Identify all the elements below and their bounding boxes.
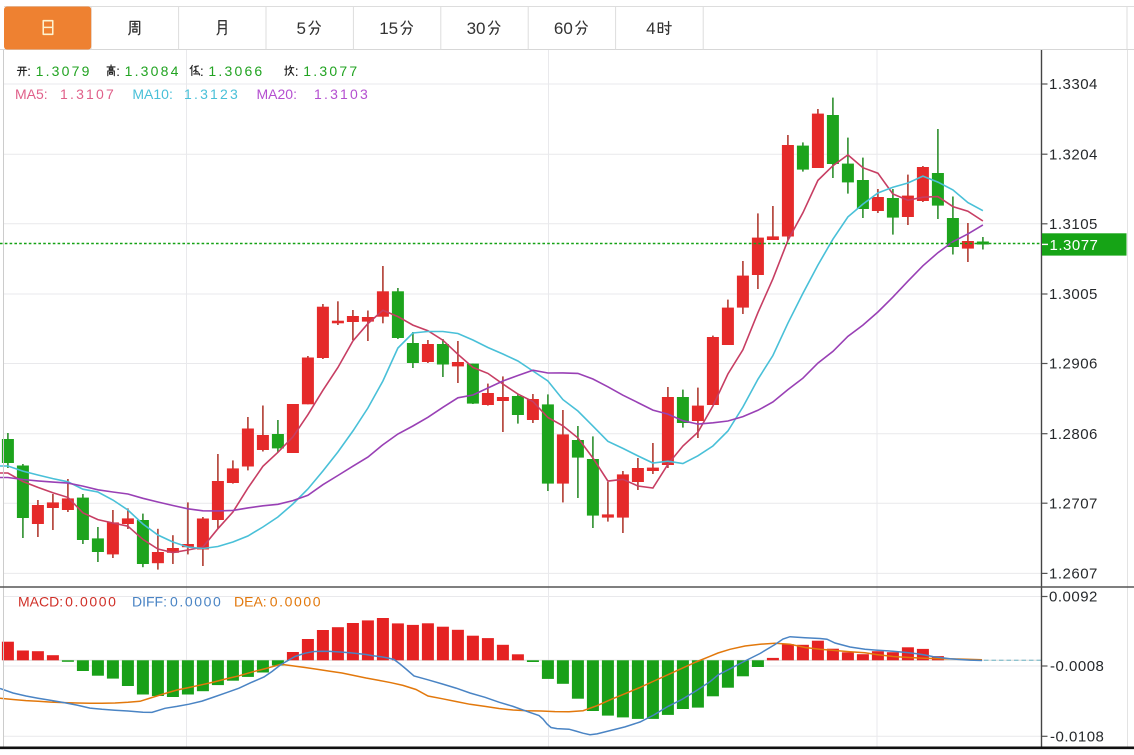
- svg-text:1.2806: 1.2806: [1049, 426, 1098, 443]
- svg-text:30: 30: [467, 19, 486, 38]
- svg-text:MA20:1.3103: MA20: 1.3103: [257, 86, 371, 102]
- svg-text:1.3077: 1.3077: [303, 63, 359, 79]
- svg-text:MACD:0.0000: MACD: 0.0000: [18, 594, 118, 610]
- svg-text:MA10:1.3123: MA10: 1.3123: [132, 86, 240, 102]
- svg-text:-0.0008: -0.0008: [1050, 658, 1104, 675]
- svg-text:1.2707: 1.2707: [1049, 495, 1098, 512]
- svg-text:0.0092: 0.0092: [1049, 589, 1098, 606]
- svg-text:1.3005: 1.3005: [1049, 286, 1098, 303]
- svg-text::: :: [200, 63, 204, 79]
- svg-text:-0.0108: -0.0108: [1050, 729, 1104, 746]
- svg-text:1.3079: 1.3079: [36, 63, 92, 79]
- svg-text::: :: [116, 63, 120, 79]
- svg-text:5: 5: [297, 19, 306, 38]
- svg-text:60: 60: [554, 19, 573, 38]
- svg-text::: :: [295, 63, 299, 79]
- svg-text:1.3084: 1.3084: [125, 63, 181, 79]
- svg-text:1.2607: 1.2607: [1049, 566, 1098, 583]
- svg-text:1.3304: 1.3304: [1049, 76, 1098, 93]
- svg-text:4: 4: [646, 19, 655, 38]
- svg-text:1.3077: 1.3077: [1050, 237, 1099, 254]
- svg-text:1.3105: 1.3105: [1049, 216, 1098, 233]
- svg-text:MA5:1.3107: MA5: 1.3107: [15, 86, 116, 102]
- svg-text::: :: [27, 63, 31, 79]
- svg-text:DIFF:0.0000: DIFF: 0.0000: [132, 594, 222, 610]
- svg-text:DEA:0.0000: DEA: 0.0000: [234, 594, 322, 610]
- svg-text:1.3066: 1.3066: [208, 63, 264, 79]
- svg-text:1.2906: 1.2906: [1049, 356, 1098, 373]
- svg-text:15: 15: [379, 19, 398, 38]
- svg-text:1.3204: 1.3204: [1049, 146, 1098, 163]
